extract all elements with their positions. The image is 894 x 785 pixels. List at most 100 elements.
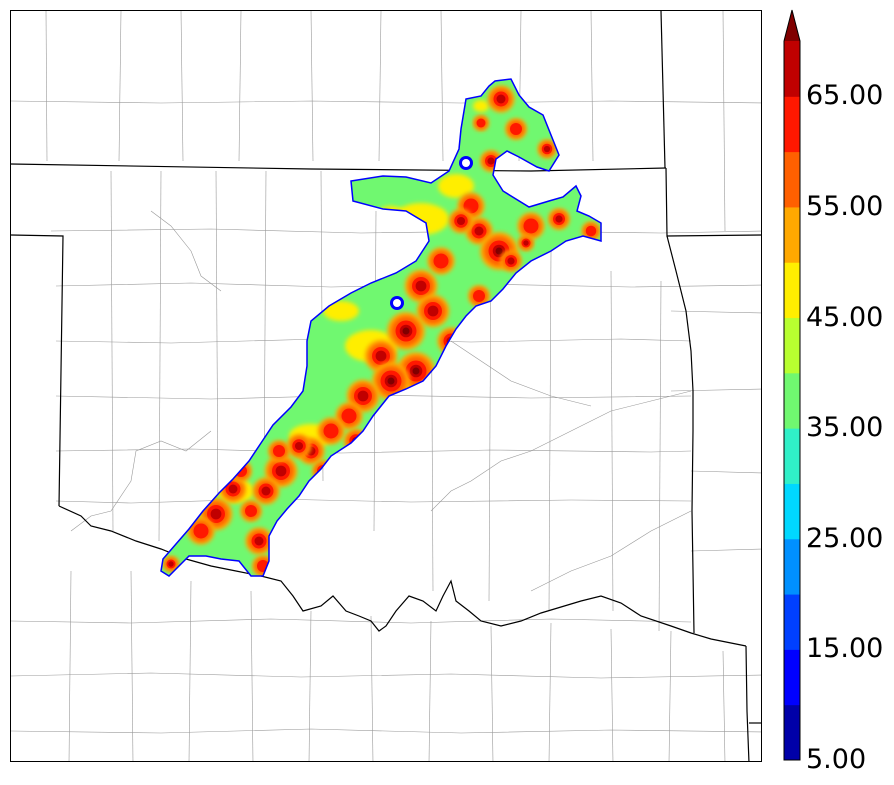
county-line [690, 470, 761, 474]
county-line [55, 498, 692, 504]
colorbar-cell [784, 594, 800, 650]
county-line [658, 280, 662, 632]
cell-ring-65 [254, 536, 264, 546]
river-line [430, 390, 692, 512]
cell-ring-65 [507, 257, 515, 265]
county-line [11, 728, 761, 734]
cell-ring-65 [261, 486, 271, 496]
state-border [745, 645, 750, 761]
county-line [378, 11, 382, 162]
cell-ring-60 [349, 434, 363, 448]
colorbar-tick-label: 5.00 [806, 744, 867, 775]
cell-ring-65 [375, 350, 387, 362]
cell-core-70 [402, 327, 410, 335]
cell-ring-65 [555, 215, 563, 223]
county-line [670, 388, 761, 392]
colorbar-cell [784, 317, 800, 374]
cell-ring-60 [341, 408, 357, 424]
cell-ring-65 [357, 390, 369, 402]
cell-core-70 [412, 367, 420, 375]
county-line [45, 11, 48, 162]
county-line [11, 672, 761, 679]
state-border [11, 234, 64, 507]
county-line [11, 100, 761, 104]
county-line [308, 610, 312, 761]
cell-ring-65 [168, 561, 174, 567]
cell-ring-60 [193, 523, 209, 539]
cell-ring-65 [415, 280, 427, 292]
cell-ring-65 [294, 441, 304, 451]
county-line [548, 622, 552, 761]
echo-moderate [438, 174, 474, 198]
county-line [722, 11, 726, 232]
colorbar-cell [784, 372, 800, 429]
river-lines [70, 210, 692, 592]
cell-ring-60 [273, 445, 285, 457]
county-line [722, 650, 726, 761]
colorbar-tick-label: 45.00 [806, 301, 884, 333]
county-line [50, 228, 761, 234]
echo-moderate [393, 203, 449, 235]
cell-ring-60 [585, 225, 597, 237]
colorbar-cell [784, 262, 800, 319]
cell-core-70 [387, 377, 395, 385]
cell-ring-65 [456, 216, 466, 226]
cell-ring-65 [523, 240, 529, 246]
cell-ring-60 [433, 253, 449, 269]
colorbar-cell [784, 538, 800, 595]
colorbar-tick-label: 55.00 [806, 190, 884, 222]
cell-ring-65 [496, 94, 506, 104]
colorbar-cell [784, 206, 800, 263]
colorbar-cell [784, 428, 800, 484]
colorbar-tick-label: 35.00 [806, 412, 884, 444]
county-line [690, 548, 761, 552]
county-line [668, 630, 672, 761]
county-line [250, 590, 254, 761]
state-border [666, 235, 695, 634]
cell-ring-60 [476, 118, 486, 128]
river-line [530, 510, 692, 592]
colorbar-tick-label: 65.00 [806, 80, 884, 112]
colorbar-cells [784, 41, 800, 761]
state-border [660, 11, 666, 169]
river-line [70, 430, 212, 532]
colorbar-outline [783, 9, 801, 761]
echo-moderate [473, 100, 489, 112]
county-line [670, 310, 761, 314]
cell-ring-65 [427, 305, 439, 317]
colorbar-cell [784, 483, 800, 540]
cell-core-70 [495, 247, 503, 255]
colorbar [783, 9, 801, 761]
county-line [548, 250, 552, 612]
county-line [215, 170, 219, 512]
colorbar-cell [784, 151, 800, 208]
county-line [428, 620, 432, 761]
echo-moderate [323, 301, 359, 321]
state-boundaries [11, 11, 761, 761]
map-svg [11, 11, 761, 761]
cell-ring-60 [523, 218, 539, 234]
swath-hole [393, 299, 401, 307]
state-border [11, 163, 667, 172]
cell-ring-65 [474, 226, 484, 236]
cell-ring-65 [543, 145, 551, 153]
county-line [490, 625, 494, 761]
colorbar-cell [784, 96, 800, 153]
swath-hole [462, 159, 470, 167]
county-line [440, 11, 444, 162]
state-border [58, 505, 747, 647]
colorbar-tick-label: 15.00 [806, 633, 884, 665]
county-line [610, 270, 614, 612]
county-line [610, 628, 614, 761]
county-line [158, 170, 162, 542]
cell-ring-60 [463, 198, 479, 214]
state-border [665, 167, 761, 237]
swath-field [161, 79, 601, 576]
county-line [55, 448, 692, 454]
cell-ring-60 [323, 423, 339, 439]
river-line [450, 340, 592, 407]
county-line [370, 615, 374, 761]
colorbar-cell [784, 41, 800, 97]
colorbar-tick-label: 25.00 [806, 522, 884, 554]
county-line [238, 11, 242, 162]
